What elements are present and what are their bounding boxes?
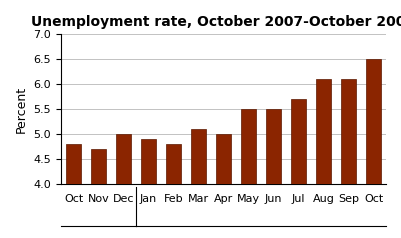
Y-axis label: Percent: Percent — [15, 86, 28, 133]
Bar — [166, 144, 181, 238]
Bar — [366, 59, 381, 238]
Bar — [66, 144, 81, 238]
Bar — [91, 149, 106, 238]
Bar — [191, 129, 206, 238]
Bar — [341, 79, 356, 238]
Bar — [216, 134, 231, 238]
Bar — [316, 79, 331, 238]
Bar — [241, 109, 256, 238]
Bar — [291, 99, 306, 238]
Bar — [266, 109, 281, 238]
Title: Unemployment rate, October 2007-October 2008: Unemployment rate, October 2007-October … — [31, 15, 401, 29]
Bar — [116, 134, 131, 238]
Bar — [141, 139, 156, 238]
